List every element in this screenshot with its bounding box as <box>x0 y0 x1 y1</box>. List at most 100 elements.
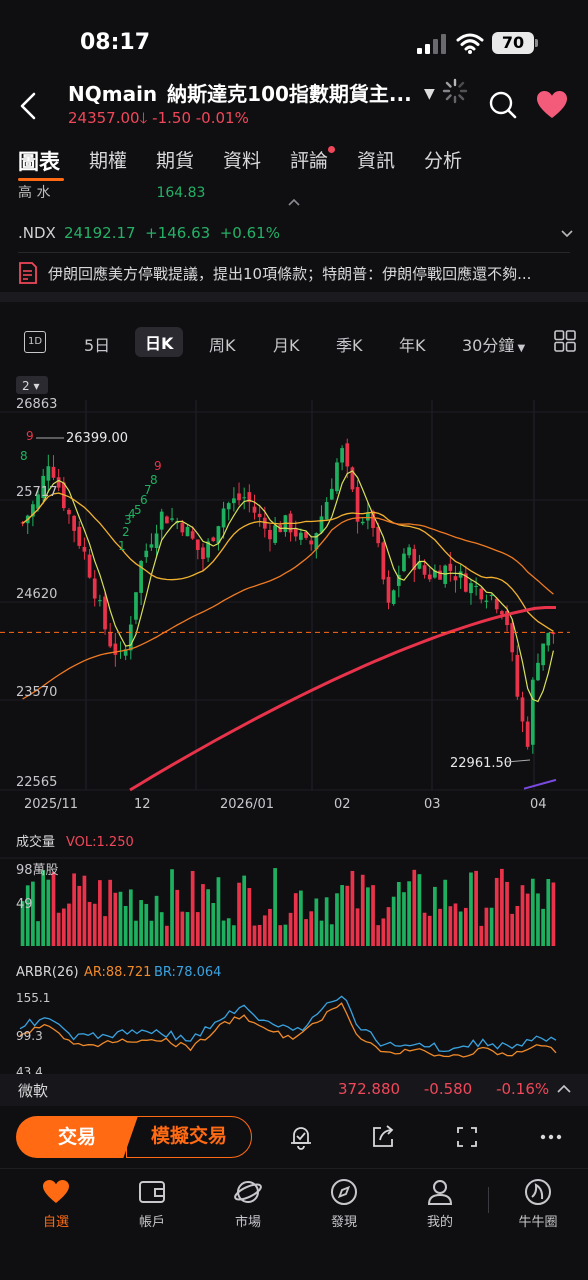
volume-bar-up <box>242 875 247 946</box>
fullscreen-icon[interactable] <box>452 1122 482 1152</box>
period-30min[interactable]: 30分鐘 ▼ <box>462 332 525 356</box>
up-candle <box>536 662 540 681</box>
ma-short-line <box>22 470 554 703</box>
tabbar-market[interactable]: 市場 <box>213 1177 283 1230</box>
bottom-ticker-row[interactable]: 微軟 372.880 -0.580 -0.16% <box>0 1074 588 1106</box>
arbr-axis-label: 99.3 <box>16 1029 43 1043</box>
more-options-icon[interactable] <box>538 1122 568 1152</box>
down-candle <box>103 596 107 630</box>
high-price-annotation: 26399.00 <box>66 431 128 446</box>
volume-bar-up <box>226 918 231 946</box>
price-alert-icon[interactable] <box>286 1122 316 1152</box>
tabbar-discover[interactable]: 發現 <box>309 1177 379 1230</box>
volume-bar-up <box>319 920 324 946</box>
x-axis-label: 04 <box>530 797 547 812</box>
low-price-annotation: 22961.50 <box>450 756 512 771</box>
period-dropdown-icon: ▼ <box>514 343 526 354</box>
collapse-chevron-icon[interactable] <box>286 196 302 208</box>
up-candle <box>41 475 46 499</box>
down-candle <box>371 511 375 528</box>
instrument-dropdown-icon[interactable]: ▼ <box>424 86 435 102</box>
favorite-heart-icon[interactable] <box>536 90 568 120</box>
up-candle <box>489 594 494 596</box>
ar-value-label: AR:88.721 <box>84 965 151 980</box>
up-candle <box>232 498 236 504</box>
expand-up-chevron-icon[interactable] <box>556 1083 572 1095</box>
volume-bar-down <box>412 869 417 946</box>
up-candle <box>226 503 231 510</box>
share-icon[interactable] <box>368 1122 398 1152</box>
down-candle <box>237 493 241 501</box>
period-weekly[interactable]: 周K <box>209 336 236 355</box>
down-candle <box>82 546 87 552</box>
volume-value-label: VOL:1.250 <box>66 835 134 850</box>
ma-mid-line <box>22 492 554 632</box>
down-candle <box>262 517 267 529</box>
trade-button[interactable]: 交易 <box>16 1116 138 1158</box>
period-quarterly[interactable]: 季K <box>336 336 363 355</box>
up-candle <box>128 624 133 651</box>
tab-comments[interactable]: 評論 <box>290 150 329 172</box>
tab-news[interactable]: 資訊 <box>357 150 396 172</box>
layout-grid-icon[interactable] <box>554 330 576 352</box>
up-candle <box>206 541 210 558</box>
tab-analysis[interactable]: 分析 <box>424 150 463 172</box>
volume-bar-down <box>103 916 107 946</box>
up-candle <box>360 521 365 524</box>
down-candle <box>520 697 525 722</box>
news-headline[interactable]: 伊朗回應美方停戰提議，提出10項條款；特朗普：伊朗停戰回應還不夠... <box>48 265 532 283</box>
up-candle <box>335 462 339 492</box>
volume-bar-up <box>536 893 540 946</box>
volume-bar-down <box>72 873 76 946</box>
ticker-name: 微軟 <box>18 1082 49 1100</box>
volume-bar-down <box>515 905 520 946</box>
tabbar-account-label: 帳戶 <box>138 1215 165 1230</box>
period-daily[interactable]: 日K <box>135 327 184 357</box>
ar-line <box>19 1002 557 1058</box>
loading-spinner-icon <box>442 78 468 104</box>
td-sequence-number: 8 <box>150 473 158 487</box>
volume-bar-down <box>87 901 92 946</box>
up-candle <box>36 494 40 509</box>
down-candle <box>190 531 195 539</box>
tabbar-community[interactable]: 牛牛圈 <box>503 1177 573 1230</box>
volume-bar-down <box>551 882 556 946</box>
tabbar-me[interactable]: 我的 <box>405 1177 475 1230</box>
news-icon <box>19 262 37 284</box>
period-monthly[interactable]: 月K <box>273 336 300 355</box>
down-candle <box>293 528 298 537</box>
y-axis-label: 22565 <box>16 775 57 790</box>
down-candle <box>412 548 417 570</box>
up-candle <box>159 511 164 530</box>
wallet-icon <box>139 1181 165 1203</box>
back-button[interactable] <box>14 88 44 124</box>
instrument-title[interactable]: NQmain 納斯達克100指數期貨主... <box>68 78 412 107</box>
related-index-row[interactable]: .NDX 24192.17 +146.63 +0.61% <box>0 214 588 254</box>
intraday-1d-button[interactable]: 1D <box>24 331 46 353</box>
up-candle <box>98 600 102 602</box>
tab-data[interactable]: 資料 <box>223 150 262 172</box>
volume-bar-down <box>355 908 360 946</box>
tabbar-watchlist[interactable]: 自選 <box>21 1177 91 1230</box>
down-candle <box>551 632 556 635</box>
volume-bar-up <box>41 869 46 946</box>
instrument-quote: 24357.00🡓 -1.50 -0.01% <box>68 108 249 133</box>
tab-futures[interactable]: 期貨 <box>156 150 195 172</box>
period-5d[interactable]: 5日 <box>84 336 111 355</box>
tabbar-account[interactable]: 帳戶 <box>117 1177 187 1230</box>
volume-bar-down <box>500 868 504 946</box>
volume-bar-down <box>77 885 82 946</box>
simulated-trade-button[interactable]: 模擬交易 <box>126 1116 252 1158</box>
tab-options[interactable]: 期權 <box>89 150 128 172</box>
expand-chevron-icon[interactable] <box>560 228 574 238</box>
volume-bar-down <box>381 918 386 946</box>
tab-chart[interactable]: 圖表 <box>18 150 60 174</box>
battery-level: 70 <box>492 32 534 54</box>
up-candle <box>329 488 334 500</box>
period-yearly[interactable]: 年K <box>399 336 426 355</box>
volume-bar-up <box>433 886 437 946</box>
up-candle <box>433 570 437 578</box>
down-candle <box>438 570 442 580</box>
search-icon[interactable] <box>488 90 518 120</box>
